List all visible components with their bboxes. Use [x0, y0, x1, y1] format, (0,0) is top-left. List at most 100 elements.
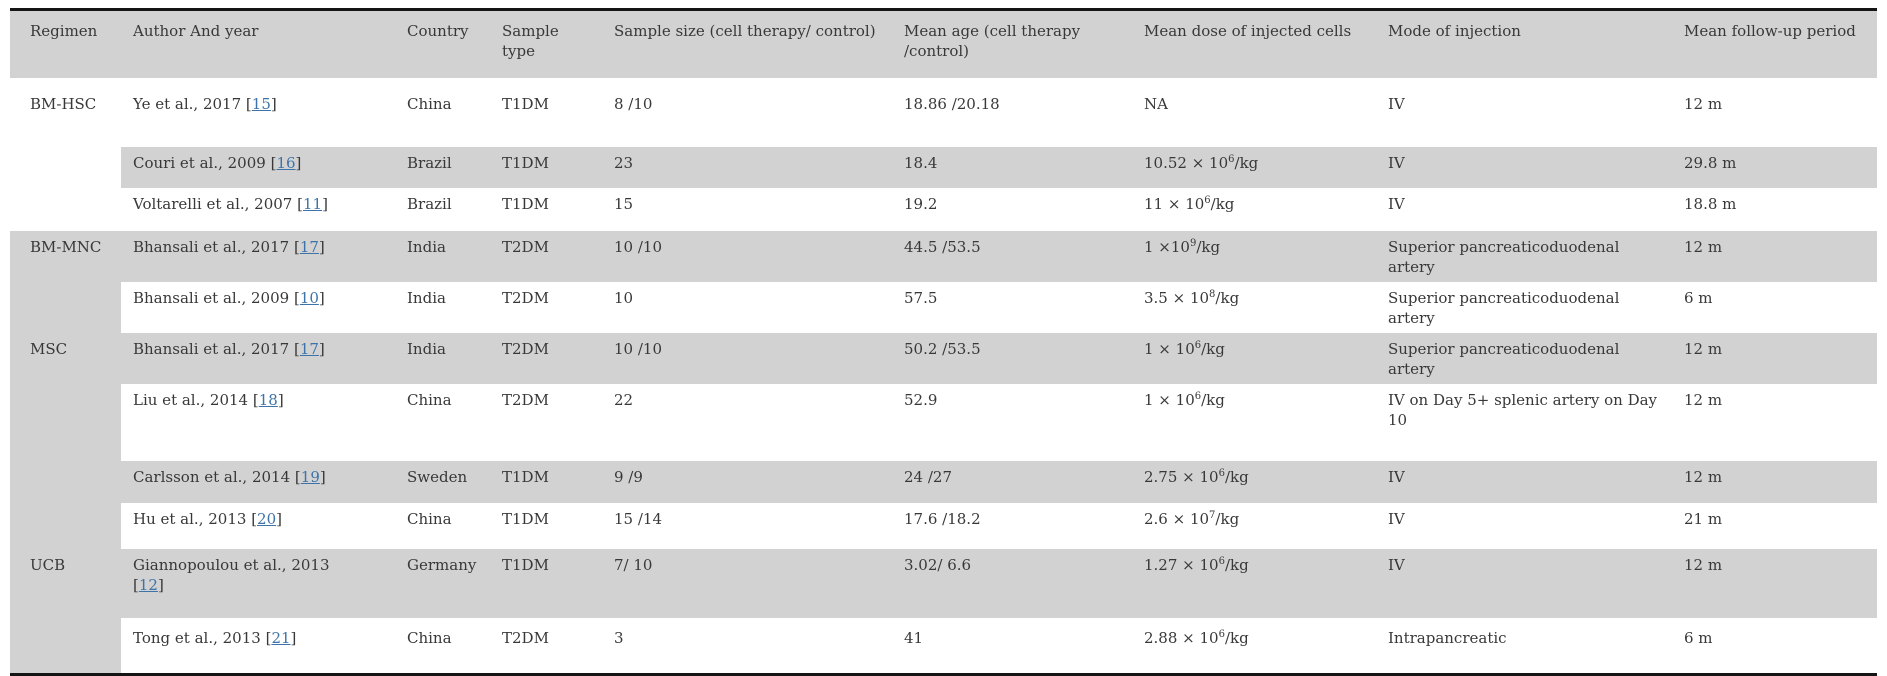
sample-size-cell: 10 [614, 289, 634, 307]
citation: [20] [251, 510, 282, 528]
col-header-mean-age: Mean age (cell therapy /control) [886, 9, 1126, 78]
mean-dose-cell: 10.52 × 106/kg [1126, 147, 1374, 188]
country-cell: India [367, 231, 484, 282]
regimen-cell: BM-MNC [10, 231, 121, 282]
sample-type-cell: T1DM [502, 195, 549, 213]
col-header-followup: Mean follow-up period [1674, 9, 1877, 78]
regimen-cell: MSC [10, 333, 121, 384]
citation: [17] [293, 340, 325, 358]
regimen-cell: BM-HSC [30, 95, 97, 113]
followup-cell: 29.8 m [1674, 147, 1877, 188]
country-cell: China [407, 510, 452, 528]
citation-link[interactable]: 19 [300, 468, 320, 486]
author-cell: Hu et al., 2013 [20] [121, 503, 367, 549]
author-cell: Liu et al., 2014 [18] [121, 384, 367, 461]
mean-age-cell: 50.2 /53.5 [886, 333, 1126, 384]
citation: [11] [297, 195, 328, 213]
mean-age-cell: 19.2 [904, 195, 938, 213]
citation-link[interactable]: 20 [257, 510, 277, 528]
citation-link[interactable]: 15 [251, 95, 271, 113]
citation: [15] [245, 95, 277, 113]
col-header-regimen: Regimen [10, 9, 121, 78]
col-header-sample-size: Sample size (cell therapy/ control) [596, 9, 886, 78]
citation: [17] [293, 238, 325, 256]
mode-cell: Superior pancreaticoduodenal artery [1388, 289, 1620, 327]
table-row: Hu et al., 2013 [20] China T1DM 15 /14 1… [10, 503, 1877, 549]
sample-type-cell: T1DM [484, 147, 596, 188]
mode-cell: IV [1388, 95, 1405, 113]
author-cell: Bhansali et al., 2017 [17] [121, 333, 367, 384]
citation-link[interactable]: 21 [271, 629, 291, 647]
followup-cell: 21 m [1684, 510, 1723, 528]
country-cell: India [407, 289, 446, 307]
table-row: Couri et al., 2009 [16] Brazil T1DM 23 1… [10, 147, 1877, 188]
table-row: MSC Bhansali et al., 2017 [17] India T2D… [10, 333, 1877, 384]
sample-type-cell: T1DM [502, 95, 549, 113]
author-text: Carlsson et al., 2014 [133, 468, 291, 486]
citation-link[interactable]: 10 [299, 289, 319, 307]
mode-cell: IV on Day 5+ splenic artery on Day 10 [1388, 391, 1658, 429]
author-cell: Bhansali et al., 2009 [10] [121, 282, 367, 333]
sample-size-cell: 22 [614, 391, 634, 409]
dose-exponent: 6 [1228, 154, 1235, 165]
citation-link[interactable]: 17 [299, 340, 319, 358]
followup-cell: 12 m [1674, 333, 1877, 384]
col-header-mean-dose: Mean dose of injected cells [1126, 9, 1374, 78]
mean-age-cell: 18.4 [886, 147, 1126, 188]
author-text: Bhansali et al., 2017 [133, 238, 290, 256]
regimen-cell: UCB [10, 549, 121, 618]
sample-size-cell: 23 [596, 147, 886, 188]
regimen-cell [10, 503, 121, 549]
dose-exponent: 6 [1204, 195, 1211, 206]
author-cell: Carlsson et al., 2014 [19] [121, 461, 367, 503]
sample-type-cell: T1DM [484, 461, 596, 503]
author-text: Tong et al., 2013 [133, 629, 261, 647]
sample-size-cell: 9 /9 [596, 461, 886, 503]
regimen-cell [10, 282, 121, 333]
author-cell: Giannopoulou et al., 2013 [12] [121, 549, 367, 618]
header-row: Regimen Author And year Country Sample t… [10, 9, 1877, 78]
followup-cell: 12 m [1684, 391, 1723, 409]
author-text: Couri et al., 2009 [133, 154, 266, 172]
sample-size-cell: 15 [614, 195, 634, 213]
mean-dose-cell: 1.27 × 106/kg [1126, 549, 1374, 618]
sample-size-cell: 10 /10 [596, 231, 886, 282]
sample-type-cell: T2DM [502, 391, 549, 409]
regimen-cell [10, 618, 121, 675]
mean-dose-cell: 1 × 106/kg [1126, 333, 1374, 384]
citation-link[interactable]: 17 [299, 238, 319, 256]
table-row: Tong et al., 2013 [21] China T2DM 3 41 2… [10, 618, 1877, 675]
country-cell: Brazil [407, 195, 452, 213]
table-row: BM-MNC Bhansali et al., 2017 [17] India … [10, 231, 1877, 282]
citation-link[interactable]: 12 [138, 576, 158, 594]
country-cell: China [407, 629, 452, 647]
citation-link[interactable]: 11 [303, 195, 323, 213]
sample-type-cell: T1DM [484, 549, 596, 618]
country-cell: China [407, 95, 452, 113]
citation-link[interactable]: 16 [276, 154, 296, 172]
author-text: Bhansali et al., 2017 [133, 340, 290, 358]
mode-cell: Intrapancreatic [1388, 629, 1507, 647]
author-cell: Bhansali et al., 2017 [17] [121, 231, 367, 282]
sample-size-cell: 3 [614, 629, 624, 647]
country-cell: Germany [367, 549, 484, 618]
mode-cell: IV [1388, 510, 1405, 528]
regimen-cell [10, 384, 121, 461]
author-text: Ye et al., 2017 [133, 95, 242, 113]
dose-exponent: 6 [1218, 468, 1225, 479]
citation: [16] [270, 154, 302, 172]
table-row: UCB Giannopoulou et al., 2013 [12] Germa… [10, 549, 1877, 618]
sample-type-cell: T1DM [502, 510, 549, 528]
mean-age-cell: 57.5 [904, 289, 938, 307]
table-row: Carlsson et al., 2014 [19] Sweden T1DM 9… [10, 461, 1877, 503]
country-cell: Sweden [367, 461, 484, 503]
dose-exponent: 8 [1209, 289, 1216, 300]
followup-cell: 12 m [1684, 95, 1723, 113]
mean-dose-cell: 1 × 106/kg [1144, 391, 1225, 409]
sample-size-cell: 10 /10 [596, 333, 886, 384]
citation-link[interactable]: 18 [258, 391, 278, 409]
sample-size-cell: 8 /10 [614, 95, 653, 113]
author-text: Liu et al., 2014 [133, 391, 249, 409]
study-characteristics-table: Regimen Author And year Country Sample t… [10, 8, 1877, 676]
